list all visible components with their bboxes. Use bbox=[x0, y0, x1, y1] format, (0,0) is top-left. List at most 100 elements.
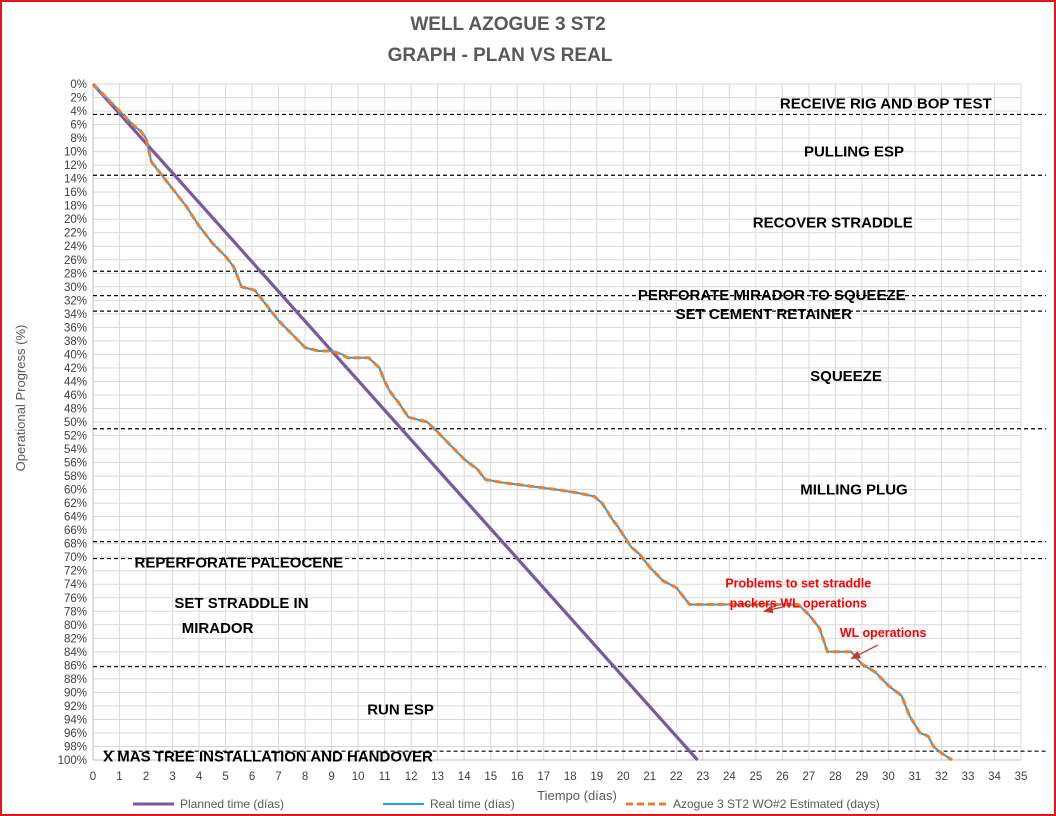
phase-label: SET STRADDLE IN bbox=[174, 595, 308, 612]
y-tick-label: 10% bbox=[64, 147, 87, 159]
x-tick-label: 28 bbox=[829, 771, 842, 783]
y-tick-label: 0% bbox=[70, 79, 87, 91]
y-tick-label: 18% bbox=[64, 201, 87, 213]
phase-label: SET CEMENT RETAINER bbox=[676, 306, 853, 323]
x-tick-label: 18 bbox=[564, 771, 577, 783]
phase-label: RECOVER STRADDLE bbox=[753, 215, 913, 232]
phase-label: PERFORATE MIRADOR TO SQUEEZE bbox=[638, 287, 906, 304]
y-tick-label: 2% bbox=[70, 93, 87, 105]
x-tick-label: 24 bbox=[723, 771, 736, 783]
y-tick-label: 58% bbox=[64, 471, 87, 483]
y-tick-label: 12% bbox=[64, 160, 87, 172]
x-tick-label: 6 bbox=[249, 771, 255, 783]
x-tick-label: 29 bbox=[856, 771, 869, 783]
x-tick-label: 3 bbox=[169, 771, 175, 783]
x-tick-label: 11 bbox=[379, 771, 391, 783]
y-tick-label: 66% bbox=[64, 525, 87, 537]
y-tick-label: 92% bbox=[64, 701, 87, 713]
legend-label: Real time (días) bbox=[430, 797, 515, 811]
annotation-line: WL operations bbox=[840, 626, 927, 640]
x-tick-label: 7 bbox=[275, 771, 281, 783]
x-tick-label: 26 bbox=[776, 771, 789, 783]
x-tick-label: 30 bbox=[882, 771, 895, 783]
y-tick-label: 72% bbox=[64, 566, 87, 578]
x-tick-label: 27 bbox=[802, 771, 815, 783]
legend: Planned time (días) Real time (días) Azogu… bbox=[133, 797, 880, 811]
annotation-text: WL operations bbox=[840, 626, 927, 640]
phase-label: PULLING ESP bbox=[804, 144, 904, 161]
x-tick-label: 33 bbox=[962, 771, 975, 783]
x-tick-label: 4 bbox=[196, 771, 203, 783]
x-tick-label: 23 bbox=[696, 771, 709, 783]
grid bbox=[92, 83, 1022, 761]
legend-label: Azogue 3 ST2 WO#2 Estimated (days) bbox=[673, 797, 880, 811]
legend-label: Planned time (días) bbox=[180, 797, 284, 811]
y-tick-label: 48% bbox=[64, 403, 87, 415]
x-tick-label: 2 bbox=[143, 771, 149, 783]
annotation-line: Problems to set straddle bbox=[725, 577, 871, 591]
y-tick-label: 42% bbox=[64, 363, 87, 375]
x-tick-label: 9 bbox=[328, 771, 334, 783]
x-tick-label: 0 bbox=[90, 771, 96, 783]
y-axis-label: Operational Progress (%) bbox=[13, 325, 28, 472]
series-layer bbox=[91, 82, 953, 762]
y-tick-label: 46% bbox=[64, 390, 87, 402]
x-tick-labels: 0 1 2 3 4 5 6 7 8 9 10 11 12 13 14 15 16 17 18 19 20 21 22 23 24… bbox=[90, 771, 1028, 783]
x-tick-label: 8 bbox=[302, 771, 308, 783]
x-tick-label: 35 bbox=[1015, 771, 1028, 783]
y-tick-label: 30% bbox=[64, 282, 87, 294]
annotation-arrow bbox=[850, 644, 879, 660]
y-tick-label: 26% bbox=[64, 255, 87, 267]
x-tick-label: 15 bbox=[484, 771, 497, 783]
x-tick-label: 1 bbox=[116, 771, 122, 783]
y-tick-label: 62% bbox=[64, 498, 87, 510]
y-tick-label: 28% bbox=[64, 268, 87, 280]
x-tick-label: 21 bbox=[643, 771, 656, 783]
phase-labels: RECEIVE RIG AND BOP TEST PULLING ESP RECOV… bbox=[103, 96, 992, 766]
y-tick-label: 84% bbox=[64, 647, 87, 659]
y-tick-label: 78% bbox=[64, 606, 87, 618]
y-tick-label: 90% bbox=[64, 687, 87, 699]
phase-label: X MAS TREE INSTALLATION AND HANDOVER bbox=[103, 749, 433, 766]
y-tick-label: 52% bbox=[64, 431, 87, 443]
annotation-arrow bbox=[762, 605, 786, 614]
y-tick-label: 100% bbox=[58, 755, 87, 767]
y-tick-label: 44% bbox=[64, 376, 87, 388]
x-tick-label: 12 bbox=[405, 771, 418, 783]
annotation-text: Problems to set straddle packers WL opera… bbox=[725, 577, 871, 611]
chart-title: WELL AZOGUE 3 ST2 bbox=[410, 14, 605, 35]
x-tick-label: 31 bbox=[909, 771, 922, 783]
y-tick-label: 4% bbox=[70, 106, 87, 118]
y-tick-label: 40% bbox=[64, 349, 87, 361]
annotation-line: packers WL operations bbox=[730, 597, 867, 611]
phase-label: REPERFORATE PALEOCENE bbox=[135, 555, 344, 572]
y-tick-label: 64% bbox=[64, 512, 87, 524]
chart-subtitle: GRAPH - PLAN VS REAL bbox=[388, 45, 613, 66]
series-line-3 bbox=[91, 82, 953, 762]
y-tick-label: 14% bbox=[64, 174, 87, 186]
y-tick-labels: 0% 2%4% 6%8% 10%12% 14%16% 18%20% 22%24% 26%28%… bbox=[58, 79, 87, 767]
y-tick-label: 50% bbox=[64, 417, 87, 429]
y-tick-label: 24% bbox=[64, 241, 87, 253]
y-tick-label: 60% bbox=[64, 485, 87, 497]
x-tick-label: 25 bbox=[749, 771, 762, 783]
y-tick-label: 98% bbox=[64, 741, 87, 753]
y-tick-label: 94% bbox=[64, 714, 87, 726]
phase-label: SQUEEZE bbox=[810, 368, 882, 385]
y-tick-label: 82% bbox=[64, 633, 87, 645]
x-tick-label: 19 bbox=[590, 771, 603, 783]
y-tick-label: 8% bbox=[70, 133, 87, 145]
y-tick-label: 88% bbox=[64, 674, 87, 686]
y-tick-label: 96% bbox=[64, 728, 87, 740]
x-tick-label: 16 bbox=[511, 771, 524, 783]
y-tick-label: 76% bbox=[64, 593, 87, 605]
y-tick-label: 56% bbox=[64, 458, 87, 470]
y-tick-label: 74% bbox=[64, 579, 87, 591]
phase-boundaries bbox=[93, 113, 1046, 752]
phase-label: MILLING PLUG bbox=[800, 482, 908, 499]
x-tick-label: 34 bbox=[988, 771, 1001, 783]
y-tick-label: 86% bbox=[64, 660, 87, 672]
x-tick-label: 17 bbox=[537, 771, 550, 783]
